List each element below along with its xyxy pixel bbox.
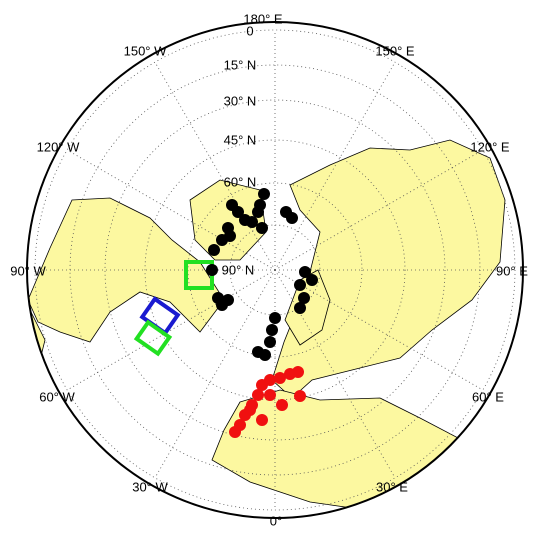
lon-label: 0°: [270, 513, 282, 528]
labels: 180° E 150° E 120° E 90° E 60° E 30° E 0…: [10, 11, 528, 528]
lon-label: 90° E: [496, 263, 528, 278]
meridian: [274, 61, 396, 271]
site-dot: [306, 274, 318, 286]
parallel: [34, 29, 516, 511]
meridian: [66, 149, 276, 271]
region-box: [133, 319, 173, 357]
lat-label: 0: [246, 23, 253, 38]
site-dot: [298, 292, 310, 304]
site-dot: [232, 206, 244, 218]
lon-label: 30° E: [376, 479, 408, 494]
site-dot: [264, 389, 276, 401]
site-dot: [252, 346, 264, 358]
site-dot: [206, 264, 218, 276]
meridian: [274, 269, 484, 391]
meridian: [154, 61, 276, 271]
lat-label: 45° N: [224, 132, 257, 147]
lat-label: 90° N: [222, 262, 255, 277]
site-dot: [292, 366, 304, 378]
site-dot: [294, 302, 306, 314]
map-frame: [26, 21, 524, 519]
site-dot: [254, 199, 266, 211]
site-dot: [258, 188, 270, 200]
lon-label: 60° E: [472, 389, 504, 404]
lon-label: 180° E: [243, 11, 283, 26]
meridian: [154, 269, 276, 479]
site-dot: [276, 399, 288, 411]
meridian: [66, 269, 276, 391]
site-dot: [224, 230, 236, 242]
site-dot: [208, 244, 220, 256]
lat-label: 15° N: [224, 57, 257, 72]
site-dot: [244, 404, 256, 416]
lon-label: 120° W: [37, 139, 81, 154]
lon-label: 90° W: [10, 263, 46, 278]
meridian: [274, 149, 484, 271]
site-dot: [229, 426, 241, 438]
site-dot: [269, 312, 281, 324]
lon-label: 150° W: [124, 43, 168, 58]
site-dot: [246, 216, 258, 228]
lon-label: 30° W: [132, 479, 168, 494]
site-dot: [274, 372, 286, 384]
parallel: [104, 99, 446, 441]
site-dot: [294, 390, 306, 402]
site-dot: [266, 324, 278, 336]
lon-label: 120° E: [470, 139, 510, 154]
site-dot: [252, 389, 264, 401]
site-dot: [299, 266, 311, 278]
lon-label: 150° E: [375, 43, 415, 58]
sites: [133, 188, 318, 438]
site-dot: [264, 336, 276, 348]
site-dot: [222, 294, 234, 306]
site-dot: [294, 279, 306, 291]
site-dot: [286, 212, 298, 224]
lon-label: 60° W: [39, 389, 75, 404]
lat-label: 60° N: [224, 174, 257, 189]
lat-label: 30° N: [224, 93, 257, 108]
parallel: [144, 139, 406, 401]
site-dot: [256, 222, 268, 234]
meridian: [274, 269, 396, 479]
site-dot: [256, 414, 268, 426]
site-dot: [264, 374, 276, 386]
